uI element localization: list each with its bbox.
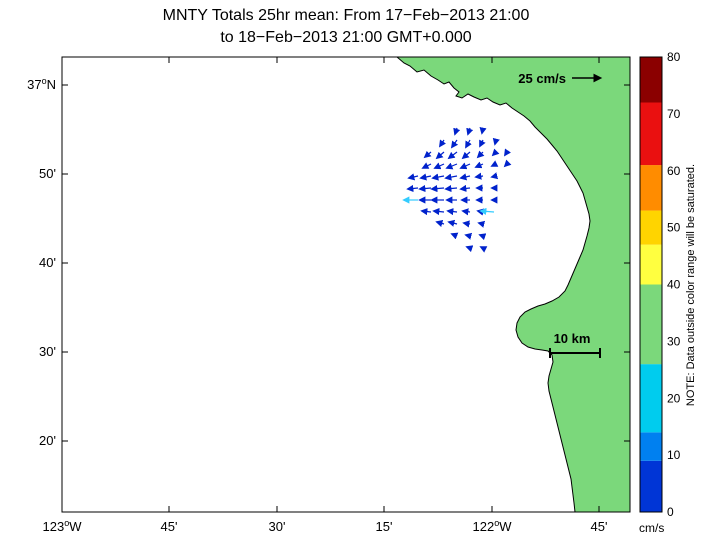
x-tick-label-30: 30' [269, 519, 286, 534]
colorbar-tick-label: 0 [667, 505, 674, 519]
colorbar-tick-label: 30 [667, 334, 681, 348]
colorbar-unit-label: cm/s [639, 521, 664, 535]
current-vector [503, 159, 512, 168]
current-vector [406, 184, 419, 193]
colorbar-note: NOTE: Data outside color range will be s… [685, 164, 697, 406]
current-vector [444, 173, 458, 181]
current-vector [447, 151, 458, 160]
current-vector [464, 232, 473, 240]
current-vector [465, 245, 474, 253]
current-vector [474, 161, 484, 169]
y-tick-label-37n: 37oN [27, 76, 56, 92]
current-vector [477, 220, 486, 228]
y-tick-label-50: 50' [39, 166, 56, 181]
current-vector [453, 127, 461, 136]
scale-bar-label: 10 km [554, 331, 591, 346]
current-vector [407, 173, 419, 181]
current-vector [459, 162, 471, 170]
x-tick-label-122w: 122oW [473, 518, 513, 534]
current-vector [474, 172, 484, 180]
x-tick-label-45b: 45' [591, 519, 608, 534]
colorbar-tick-label: 10 [667, 448, 681, 462]
current-vector [419, 173, 432, 181]
colorbar-tick-label: 70 [667, 107, 681, 121]
colorbar-tick-label: 60 [667, 164, 681, 178]
y-tick-label-20: 20' [39, 433, 56, 448]
y-tick-label-40: 40' [39, 255, 56, 270]
current-vector [432, 207, 445, 216]
current-vector [490, 172, 499, 180]
current-vectors [402, 126, 512, 253]
current-vector [462, 220, 471, 228]
scale-arrow-label: 25 cm/s [518, 71, 566, 86]
plot-border [61, 56, 631, 513]
current-vector [450, 139, 459, 149]
current-vector [423, 150, 432, 159]
current-vector [461, 151, 471, 160]
current-vector [461, 208, 471, 216]
title-line2: to 18−Feb−2013 21:00 GMT+0.000 [220, 29, 471, 46]
x-tick-label-45a: 45' [161, 519, 178, 534]
current-vector [459, 184, 471, 192]
current-vector [479, 126, 487, 135]
colorbar-segments [640, 57, 662, 512]
current-vector [444, 184, 458, 193]
colorbar-tick-label: 50 [667, 221, 681, 235]
current-vector [435, 220, 445, 227]
current-vector [446, 208, 458, 216]
current-vector [490, 160, 499, 167]
current-vector [433, 162, 445, 170]
y-tick-label-30: 30' [39, 344, 56, 359]
title-line1: MNTY Totals 25hr mean: From 17−Feb−2013 … [163, 7, 530, 24]
land-polygon [396, 57, 630, 512]
current-vector [421, 162, 432, 169]
current-vector [479, 246, 488, 253]
colorbar-tick-labels: 0 10 20 30 40 50 60 70 80 [667, 50, 681, 519]
colorbar-border [639, 56, 663, 513]
x-tick-label-15: 15' [376, 519, 393, 534]
current-vector [420, 208, 432, 216]
current-vector [445, 162, 458, 170]
current-vector [418, 184, 432, 193]
current-vector [459, 173, 471, 181]
current-vector [504, 148, 511, 157]
colorbar-tick-label: 40 [667, 278, 681, 292]
current-vector [478, 233, 487, 241]
current-vector [476, 150, 485, 159]
colorbar-tick-label: 20 [667, 391, 681, 405]
current-vector [430, 184, 445, 193]
current-vector [491, 148, 500, 157]
current-vector [435, 151, 445, 160]
current-vector [492, 137, 500, 146]
current-vector [466, 127, 474, 136]
current-vector [439, 139, 446, 148]
colorbar-tick-label: 80 [667, 50, 681, 64]
current-vector [447, 219, 458, 227]
current-vector [479, 207, 495, 216]
x-tick-label-123w: 123oW [43, 518, 83, 534]
current-vector [431, 173, 445, 181]
current-vector [450, 232, 459, 240]
current-vector [465, 139, 472, 149]
current-vector [479, 139, 486, 148]
plot-background [62, 57, 630, 512]
